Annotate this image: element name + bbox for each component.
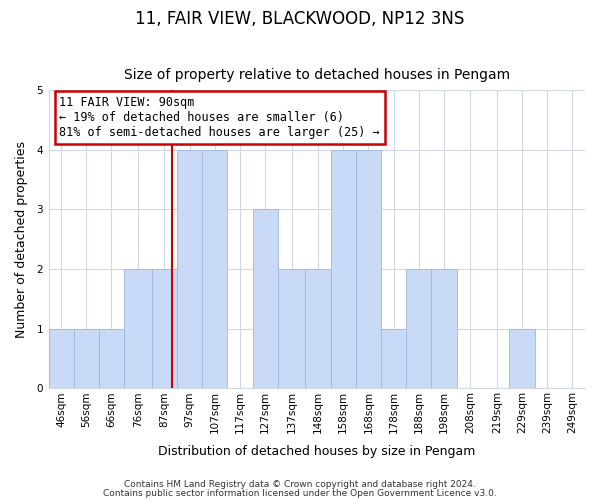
Bar bbox=[152, 269, 177, 388]
Bar bbox=[356, 150, 381, 388]
Bar bbox=[74, 329, 99, 388]
Bar bbox=[305, 269, 331, 388]
Bar bbox=[431, 269, 457, 388]
Bar bbox=[99, 329, 124, 388]
Bar bbox=[509, 329, 535, 388]
Title: Size of property relative to detached houses in Pengam: Size of property relative to detached ho… bbox=[124, 68, 510, 82]
Bar bbox=[406, 269, 431, 388]
Bar bbox=[331, 150, 356, 388]
Text: 11 FAIR VIEW: 90sqm
← 19% of detached houses are smaller (6)
81% of semi-detache: 11 FAIR VIEW: 90sqm ← 19% of detached ho… bbox=[59, 96, 380, 139]
Bar bbox=[278, 269, 305, 388]
Bar bbox=[177, 150, 202, 388]
X-axis label: Distribution of detached houses by size in Pengam: Distribution of detached houses by size … bbox=[158, 444, 475, 458]
Bar bbox=[49, 329, 74, 388]
Bar bbox=[202, 150, 227, 388]
Bar bbox=[253, 210, 278, 388]
Text: Contains public sector information licensed under the Open Government Licence v3: Contains public sector information licen… bbox=[103, 489, 497, 498]
Bar bbox=[124, 269, 152, 388]
Y-axis label: Number of detached properties: Number of detached properties bbox=[15, 141, 28, 338]
Text: Contains HM Land Registry data © Crown copyright and database right 2024.: Contains HM Land Registry data © Crown c… bbox=[124, 480, 476, 489]
Text: 11, FAIR VIEW, BLACKWOOD, NP12 3NS: 11, FAIR VIEW, BLACKWOOD, NP12 3NS bbox=[136, 10, 464, 28]
Bar bbox=[381, 329, 406, 388]
